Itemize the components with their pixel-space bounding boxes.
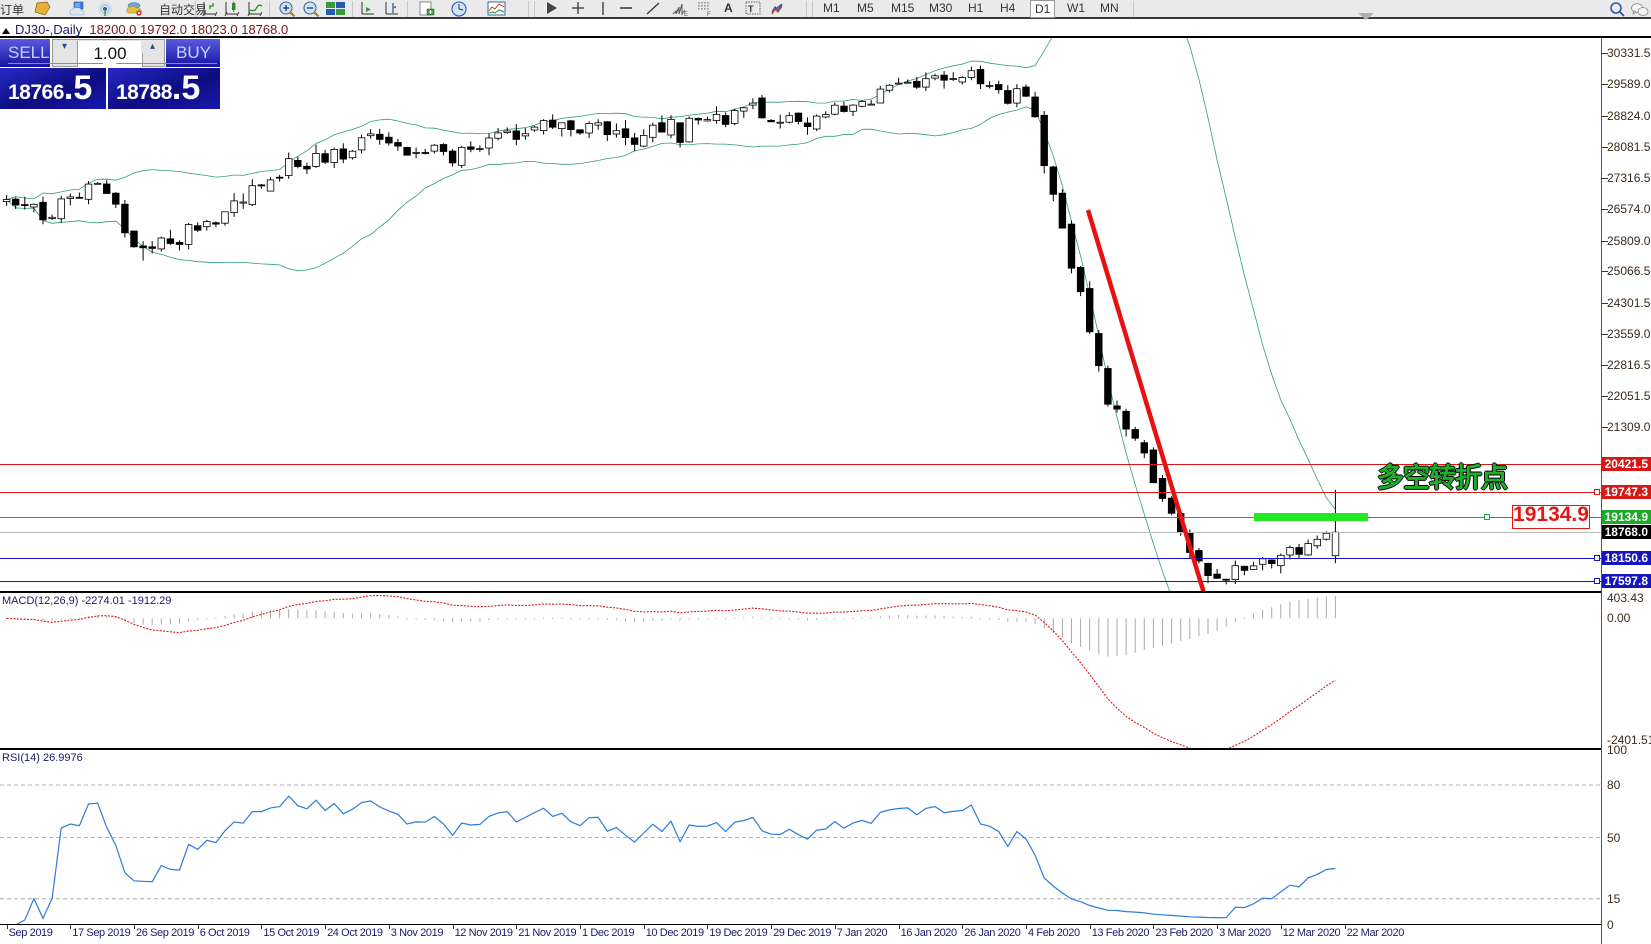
svg-text:F: F bbox=[707, 12, 711, 17]
svg-text:E: E bbox=[684, 12, 688, 17]
svg-text:T: T bbox=[748, 4, 754, 14]
